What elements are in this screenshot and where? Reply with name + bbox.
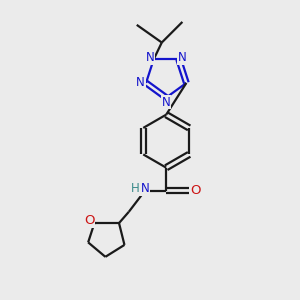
Text: N: N [136, 76, 145, 89]
Text: O: O [190, 184, 200, 197]
Text: N: N [162, 95, 171, 109]
Text: N: N [178, 51, 187, 64]
Text: H: H [131, 182, 140, 195]
Text: N: N [141, 182, 149, 195]
Text: O: O [84, 214, 94, 227]
Text: N: N [146, 51, 154, 64]
